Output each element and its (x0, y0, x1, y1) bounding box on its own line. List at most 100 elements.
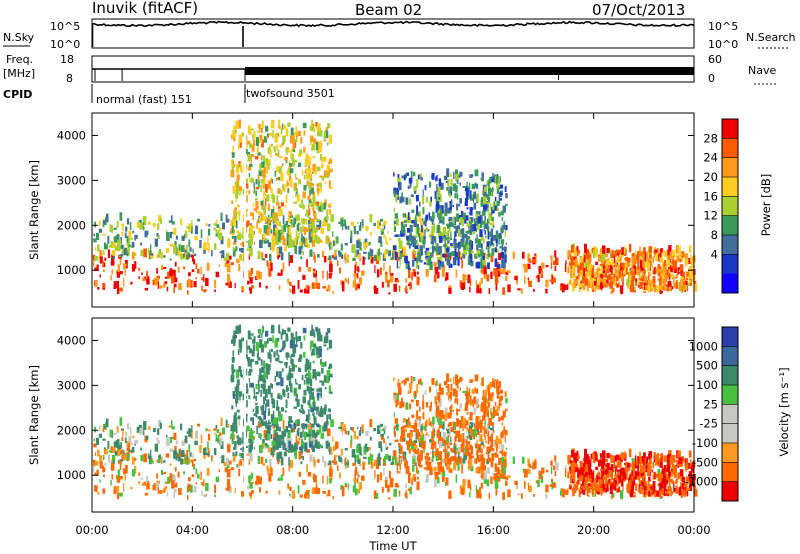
power-cell (316, 166, 321, 172)
velocity-cell (427, 461, 432, 470)
power-cell (280, 230, 284, 234)
power-cell (255, 190, 257, 197)
velocity-cell (432, 416, 435, 424)
velocity-cell (225, 487, 229, 491)
power-cell (575, 279, 579, 285)
velocity-cell (275, 436, 279, 443)
velocity-cell (263, 410, 266, 420)
velocity-cell (478, 416, 481, 421)
velocity-cell (406, 441, 410, 446)
velocity-cell (353, 431, 356, 439)
velocity-cell (406, 465, 410, 475)
velocity-cell (395, 423, 399, 431)
velocity-cell (468, 430, 471, 434)
velocity-cell (482, 465, 487, 471)
velocity-cell (266, 338, 269, 344)
velocity-cell (441, 458, 445, 463)
freq-label-bottom: [MHz] (3, 67, 35, 80)
power-cell (184, 230, 188, 239)
power-cell (232, 248, 236, 257)
power-cell (463, 247, 466, 251)
power-cell (329, 186, 333, 189)
power-cell (555, 255, 557, 265)
power-cell (266, 223, 270, 228)
power-cell (392, 253, 394, 259)
velocity-cell (231, 430, 234, 438)
power-cell (303, 130, 306, 136)
velocity-cell (245, 383, 248, 389)
power-cell (585, 272, 589, 278)
power-cell (435, 243, 437, 251)
power-cell (143, 216, 147, 225)
velocity-cell (503, 426, 506, 432)
velocity-cell (407, 488, 412, 491)
velocity-cell (344, 448, 348, 451)
velocity-cell (408, 440, 412, 447)
power-cell (633, 289, 636, 293)
velocity-cell (282, 420, 285, 429)
power-cell (312, 191, 315, 198)
velocity-cell (617, 469, 621, 475)
power-cell (456, 213, 459, 222)
power-cell (103, 220, 106, 224)
noise-sky-trace (91, 20, 695, 47)
power-cell (354, 276, 356, 286)
velocity-cell (242, 446, 245, 453)
power-cell (302, 122, 307, 129)
velocity-cell (119, 462, 122, 465)
power-cell (143, 248, 147, 258)
power-cell (581, 267, 583, 277)
velocity-cell (533, 494, 535, 497)
power-cell (259, 163, 262, 172)
power-cell (117, 264, 120, 273)
velocity-cell (215, 476, 220, 483)
power-cell (234, 236, 237, 244)
velocity-cell (307, 365, 311, 370)
velocity-cell (473, 396, 477, 405)
power-cell (455, 242, 458, 246)
power-cell (308, 220, 311, 224)
power-cell (524, 275, 526, 284)
velocity-cell (426, 434, 430, 437)
velocity-cell (267, 364, 271, 371)
velocity-cell (305, 491, 308, 496)
power-cell (130, 237, 133, 240)
velocity-cell (392, 458, 394, 464)
power-cell (396, 279, 400, 283)
velocity-cell (271, 399, 273, 405)
power-cell (185, 251, 189, 260)
power-cell (337, 260, 339, 266)
power-cell (325, 216, 329, 221)
velocity-cell (459, 485, 462, 494)
velocity-cell (448, 398, 451, 403)
power-cell (660, 248, 663, 253)
velocity-cell (414, 444, 418, 449)
velocity-cell (236, 435, 240, 439)
power-cell (365, 225, 369, 232)
velocity-cell (650, 484, 653, 489)
velocity-cell (458, 420, 462, 424)
velocity-cell (158, 419, 161, 427)
velocity-cell (102, 428, 105, 433)
power-cell (360, 222, 362, 230)
power-cell (442, 209, 447, 215)
power-cell (295, 192, 297, 196)
power-cell (186, 244, 189, 253)
power-cell (289, 135, 294, 144)
velocity-cell (272, 399, 276, 409)
power-cell (454, 184, 458, 193)
velocity-cell (270, 383, 272, 388)
power-cell (238, 161, 241, 168)
power-cell (265, 198, 267, 208)
power-cell (313, 138, 317, 144)
power-cell (426, 229, 430, 232)
velocity-cell (207, 441, 209, 450)
power-cell (261, 139, 264, 148)
velocity-cell (147, 426, 151, 430)
velocity-cell (404, 493, 408, 497)
power-cell (117, 254, 120, 259)
power-cell (289, 214, 291, 220)
power-cell (425, 214, 428, 221)
power-cell (116, 288, 120, 294)
power-cell (393, 245, 397, 250)
